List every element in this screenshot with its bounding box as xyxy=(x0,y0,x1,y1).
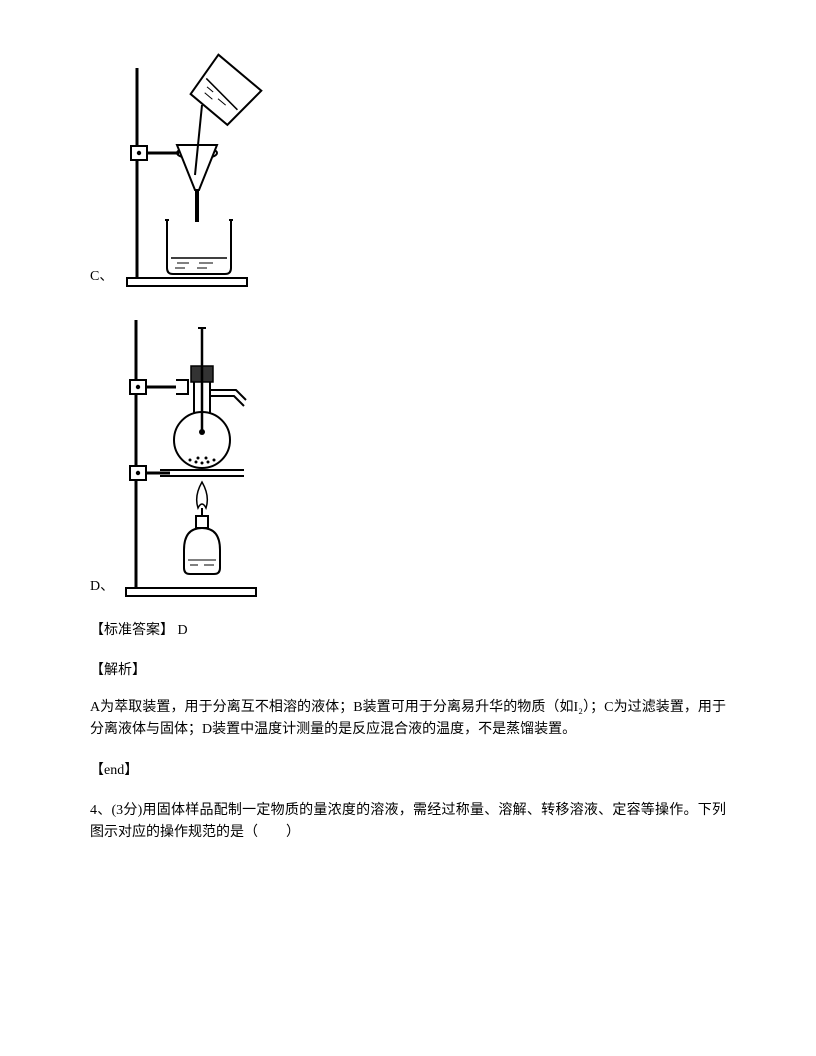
option-d-label: D、 xyxy=(90,576,114,600)
analysis-text: A为萃取装置，用于分离互不相溶的液体；B装置可用于分离易升华的物质（如I₂）；C… xyxy=(90,697,726,742)
option-c-row: C、 xyxy=(90,50,726,290)
option-d-row: D、 xyxy=(90,310,726,600)
end-heading: 【end】 xyxy=(90,760,726,782)
standard-answer-heading: 【标准答案】 xyxy=(90,623,174,638)
diagram-d-distillation xyxy=(118,310,278,600)
option-c-label: C、 xyxy=(90,266,113,290)
analysis-heading: 【解析】 xyxy=(90,660,726,682)
diagram-c-filtration xyxy=(117,50,277,290)
question-4-text: 4、(3分)用固体样品配制一定物质的量浓度的溶液，需经过称量、溶解、转移溶液、定… xyxy=(90,800,726,845)
standard-answer-line: 【标准答案】 D xyxy=(90,620,726,642)
standard-answer-value: D xyxy=(174,623,188,638)
